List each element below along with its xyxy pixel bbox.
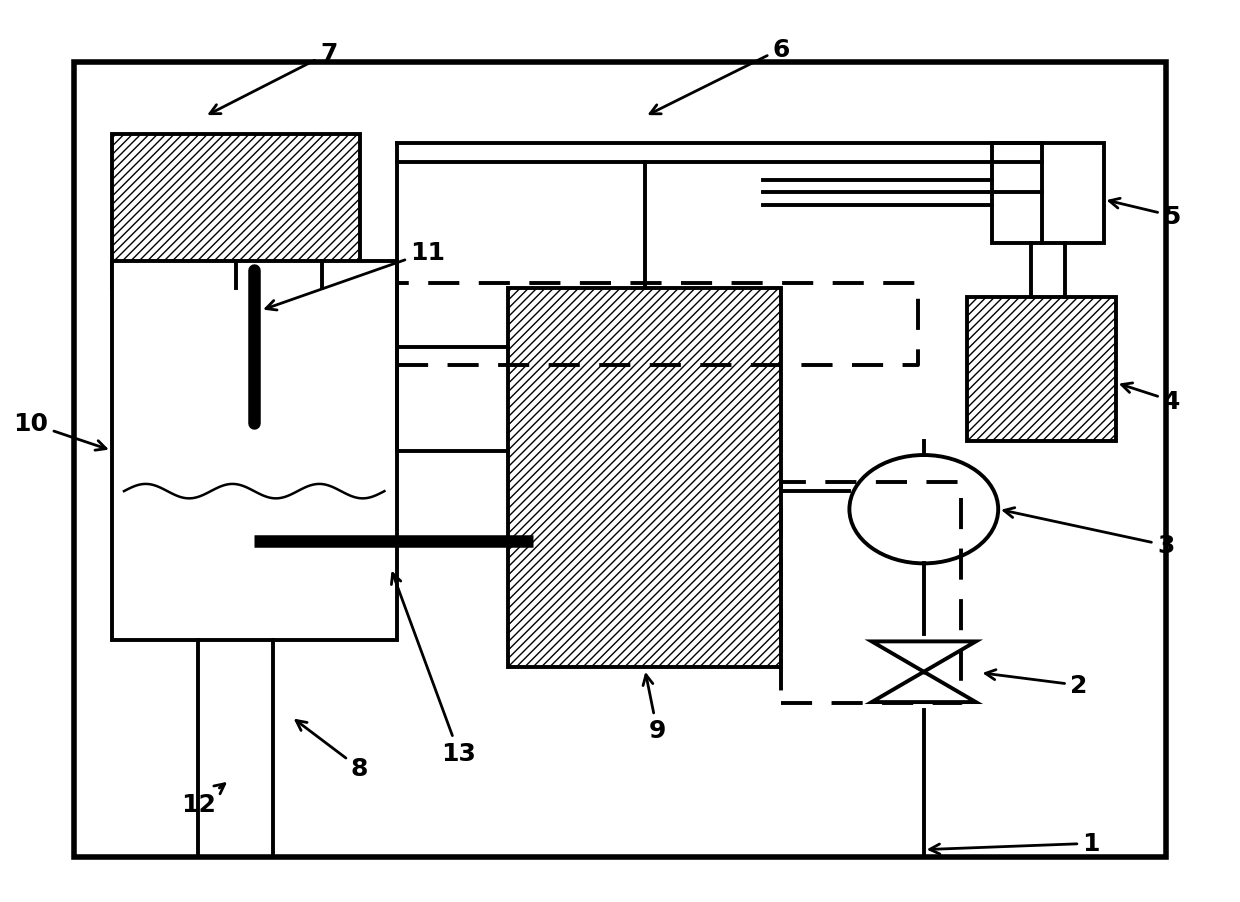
Bar: [112, 262, 397, 640]
Bar: [74, 63, 1166, 857]
Text: 2: 2: [986, 670, 1087, 697]
Text: 4: 4: [1122, 383, 1180, 413]
Bar: [992, 144, 1104, 244]
Circle shape: [849, 456, 998, 564]
Bar: [967, 298, 1116, 442]
Text: 8: 8: [296, 721, 368, 780]
Text: 3: 3: [1004, 508, 1174, 557]
Text: 10: 10: [14, 412, 107, 451]
Text: 13: 13: [392, 574, 476, 765]
Text: 6: 6: [650, 38, 790, 115]
Text: 9: 9: [644, 675, 666, 742]
Text: 1: 1: [930, 832, 1100, 855]
Polygon shape: [872, 641, 976, 672]
Bar: [508, 289, 781, 667]
Text: 12: 12: [181, 784, 224, 816]
Text: 5: 5: [1110, 199, 1180, 228]
Bar: [112, 135, 360, 289]
Text: 11: 11: [265, 241, 445, 310]
Polygon shape: [872, 672, 976, 703]
Text: 7: 7: [210, 42, 337, 115]
